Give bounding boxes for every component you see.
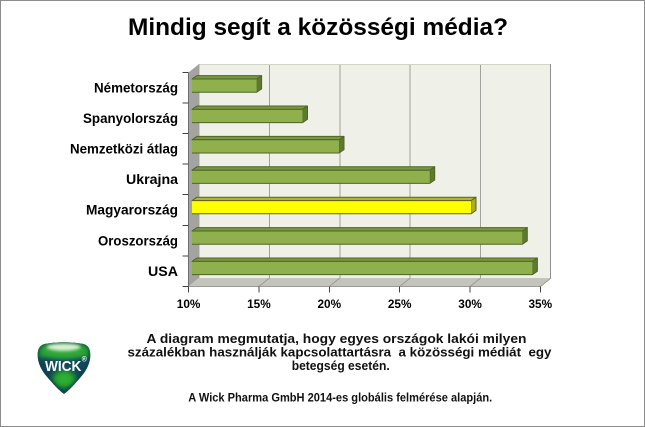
svg-text:százalékban használják kapcsol: százalékban használják kapcsolattartásra…: [128, 344, 553, 359]
svg-text:Spanyolország: Spanyolország: [83, 110, 178, 126]
svg-text:USA: USA: [148, 263, 178, 279]
svg-text:Nemzetközi átlag: Nemzetközi átlag: [70, 141, 178, 157]
svg-text:30%: 30%: [458, 297, 482, 311]
svg-text:10%: 10%: [177, 297, 201, 311]
svg-text:20%: 20%: [317, 297, 341, 311]
svg-text:25%: 25%: [388, 297, 412, 311]
svg-text:Magyarország: Magyarország: [86, 202, 178, 218]
svg-text:A Wick Pharma GmbH 2014-es glo: A Wick Pharma GmbH 2014-es globális felm…: [188, 392, 492, 404]
svg-text:Oroszország: Oroszország: [98, 232, 178, 248]
svg-text:betegség esetén.: betegség esetén.: [292, 358, 390, 373]
svg-text:A diagram megmutatja, hogy egy: A diagram megmutatja, hogy egyes országo…: [147, 331, 527, 346]
svg-text:Németország: Németország: [94, 80, 178, 96]
svg-text:®: ®: [82, 355, 88, 363]
svg-text:Mindig segít a közösségi média: Mindig segít a közösségi média?: [128, 14, 508, 41]
svg-text:35%: 35%: [528, 297, 552, 311]
svg-text:Ukrajna: Ukrajna: [126, 171, 178, 187]
svg-text:WICK: WICK: [45, 358, 82, 375]
svg-text:15%: 15%: [247, 297, 271, 311]
